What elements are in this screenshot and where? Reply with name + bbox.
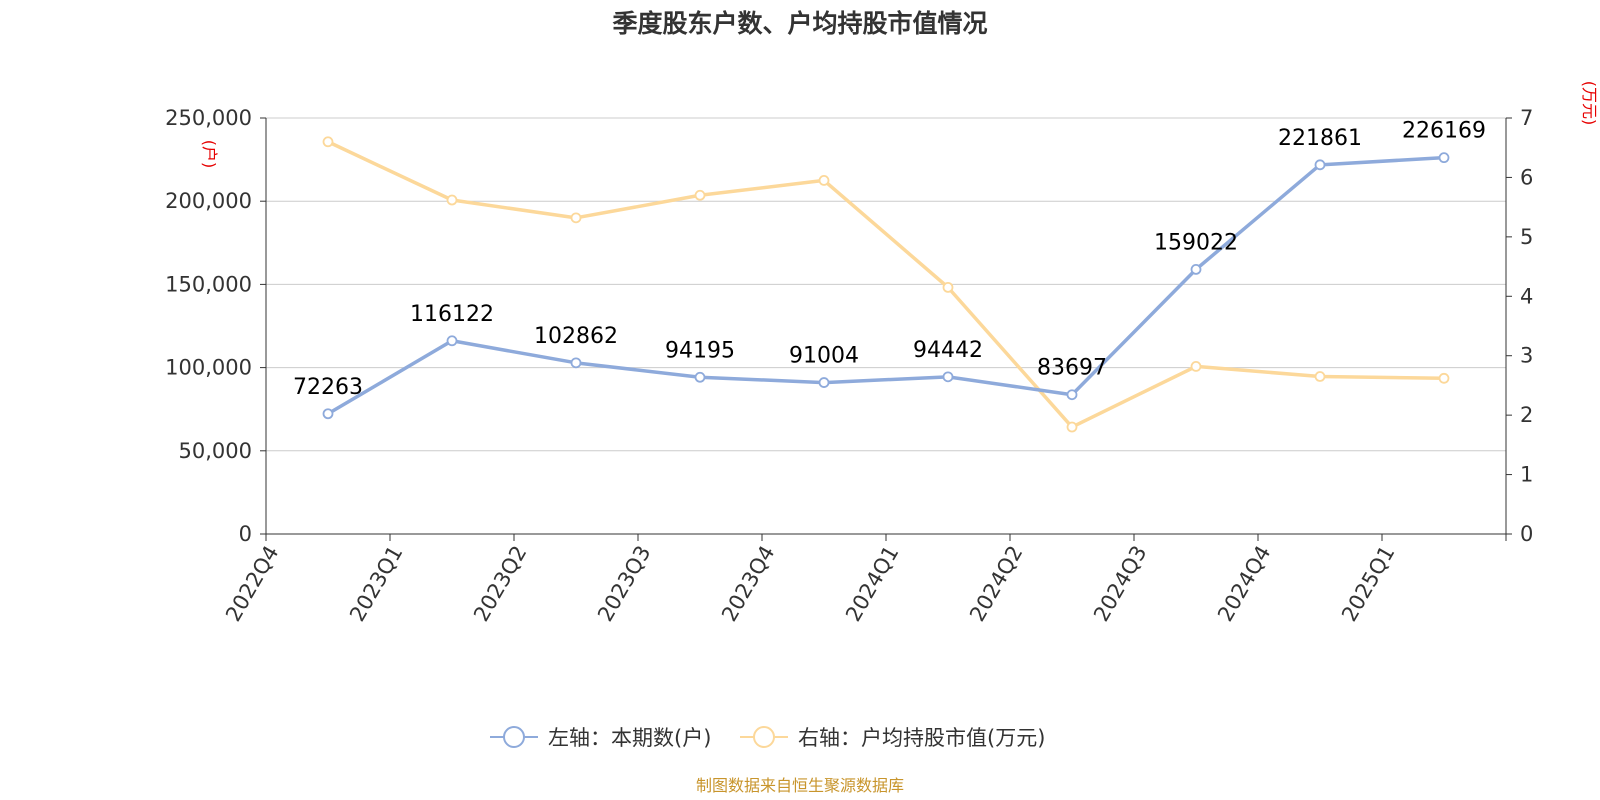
left-tick-label: 150,000 xyxy=(165,272,252,296)
x-tick-label: 2024Q4 xyxy=(1213,542,1275,626)
left-tick-label: 250,000 xyxy=(165,106,252,130)
point-holders xyxy=(694,371,706,383)
data-label-holders: 116122 xyxy=(410,302,494,327)
right-tick-label: 6 xyxy=(1520,165,1533,189)
right-tick-label: 7 xyxy=(1520,106,1533,130)
left-tick-label: 100,000 xyxy=(165,356,252,380)
legend-item-avg-value-marker xyxy=(753,726,775,748)
data-labels: 72263 116122 102862 94195 91004 94442 83697 159… xyxy=(293,119,1486,400)
left-axis-unit: (户) xyxy=(200,140,219,169)
point-holders xyxy=(1190,263,1202,275)
data-label-holders: 226169 xyxy=(1402,119,1486,144)
grid-lines xyxy=(266,117,1506,452)
right-axis-unit: (万元) xyxy=(1580,81,1599,126)
point-holders xyxy=(1438,152,1450,164)
x-tick-label: 2022Q4 xyxy=(221,542,283,626)
chart-title: 季度股东户数、户均持股市值情况 xyxy=(612,9,987,38)
x-tick-label: 2025Q1 xyxy=(1337,542,1399,626)
point-avg-value xyxy=(1314,371,1326,382)
x-tick-label: 2024Q2 xyxy=(965,542,1027,626)
x-tick-label: 2023Q1 xyxy=(345,542,407,626)
x-tick-label: 2023Q3 xyxy=(593,542,655,626)
point-avg-value xyxy=(1066,421,1078,433)
data-label-holders: 221861 xyxy=(1278,126,1362,151)
left-tick-label: 0 xyxy=(239,522,252,546)
legend: 左轴：本期数(户) 右轴：户均持股市值(万元) xyxy=(490,726,1045,750)
x-tick-label: 2024Q1 xyxy=(841,542,903,626)
point-avg-value xyxy=(694,189,706,201)
point-holders xyxy=(446,335,458,347)
data-label-holders: 83697 xyxy=(1037,356,1107,381)
point-avg-value xyxy=(1438,372,1450,384)
point-holders xyxy=(570,357,582,369)
point-holders xyxy=(942,371,954,383)
data-label-holders: 159022 xyxy=(1154,230,1238,255)
point-avg-value xyxy=(322,136,334,148)
point-holders xyxy=(818,377,830,388)
legend-item-holders-label: 左轴：本期数(户) xyxy=(548,726,711,750)
series-line-avg-value xyxy=(326,140,1446,429)
x-tick-label: 2024Q3 xyxy=(1089,542,1151,626)
point-holders xyxy=(1066,389,1078,401)
point-avg-value xyxy=(1190,361,1202,372)
right-tick-label: 0 xyxy=(1520,522,1533,546)
left-tick-label: 200,000 xyxy=(165,189,252,213)
left-tick-label: 50,000 xyxy=(179,439,252,463)
right-tick-label: 1 xyxy=(1520,463,1533,487)
data-label-holders: 91004 xyxy=(789,344,859,369)
point-avg-value xyxy=(942,281,954,293)
x-tick-label: 2023Q2 xyxy=(469,542,531,626)
right-tick-label: 3 xyxy=(1520,344,1533,368)
x-tick-label: 2023Q4 xyxy=(717,542,779,626)
data-label-holders: 94442 xyxy=(913,338,983,363)
source-note: 制图数据来自恒生聚源数据库 xyxy=(696,776,904,795)
series-line-holders xyxy=(326,155,1446,416)
legend-item-holders-marker xyxy=(503,726,525,748)
right-tick-label: 4 xyxy=(1520,284,1533,308)
data-label-holders: 102862 xyxy=(534,324,618,349)
legend-item-avg-value-label: 右轴：户均持股市值(万元) xyxy=(798,726,1045,750)
right-tick-label: 2 xyxy=(1520,403,1533,427)
point-avg-value xyxy=(818,174,830,186)
point-avg-value xyxy=(570,212,582,224)
right-tick-label: 5 xyxy=(1520,225,1533,249)
point-holders xyxy=(322,408,334,420)
point-avg-value xyxy=(446,194,458,206)
axes xyxy=(260,117,1512,541)
data-label-holders: 94195 xyxy=(665,338,735,363)
series-group xyxy=(322,136,1450,433)
point-holders xyxy=(1314,159,1326,171)
data-label-holders: 72263 xyxy=(293,375,363,400)
